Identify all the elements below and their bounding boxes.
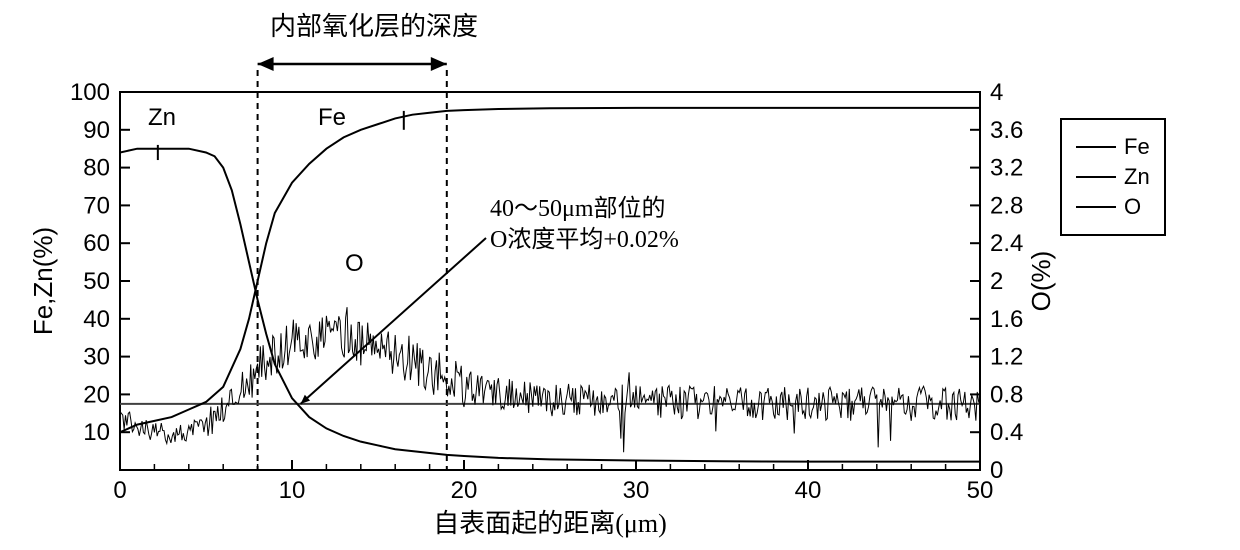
series-label-fe: Fe bbox=[318, 104, 346, 132]
svg-text:40: 40 bbox=[83, 306, 110, 333]
svg-text:自表面起的距离(μm): 自表面起的距离(μm) bbox=[433, 509, 666, 538]
legend-swatch bbox=[1076, 176, 1116, 178]
svg-text:0.8: 0.8 bbox=[990, 381, 1023, 408]
svg-text:0.4: 0.4 bbox=[990, 419, 1023, 446]
svg-text:50: 50 bbox=[83, 268, 110, 295]
svg-text:30: 30 bbox=[623, 477, 650, 504]
svg-text:O(%): O(%) bbox=[1026, 251, 1056, 312]
svg-text:20: 20 bbox=[83, 381, 110, 408]
legend-item-fe: Fe bbox=[1076, 134, 1150, 160]
svg-text:20: 20 bbox=[451, 477, 478, 504]
legend: Fe Zn O bbox=[1060, 118, 1166, 236]
series-label-o: O bbox=[345, 250, 364, 278]
legend-label: O bbox=[1124, 194, 1141, 220]
svg-text:1.2: 1.2 bbox=[990, 344, 1023, 371]
svg-text:0: 0 bbox=[113, 477, 126, 504]
annotation-line2: O浓度平均+0.02% bbox=[490, 225, 679, 256]
legend-item-zn: Zn bbox=[1076, 164, 1150, 190]
svg-text:10: 10 bbox=[279, 477, 306, 504]
svg-text:2.8: 2.8 bbox=[990, 192, 1023, 219]
legend-label: Fe bbox=[1124, 134, 1150, 160]
svg-text:60: 60 bbox=[83, 230, 110, 257]
svg-text:2.4: 2.4 bbox=[990, 230, 1023, 257]
svg-text:30: 30 bbox=[83, 344, 110, 371]
svg-text:10: 10 bbox=[83, 419, 110, 446]
o-concentration-annotation: 40～50μm部位的 O浓度平均+0.02% bbox=[490, 194, 679, 256]
series-label-zn: Zn bbox=[148, 104, 176, 132]
svg-text:1.6: 1.6 bbox=[990, 306, 1023, 333]
svg-text:0: 0 bbox=[990, 457, 1003, 484]
annotation-line1: 40～50μm部位的 bbox=[490, 194, 679, 225]
svg-text:70: 70 bbox=[83, 192, 110, 219]
svg-text:40: 40 bbox=[795, 477, 822, 504]
svg-text:3.2: 3.2 bbox=[990, 155, 1023, 182]
svg-text:3.6: 3.6 bbox=[990, 117, 1023, 144]
legend-item-o: O bbox=[1076, 194, 1150, 220]
svg-text:80: 80 bbox=[83, 155, 110, 182]
chart-container: 内部氧化层的深度 01020304050自表面起的距离(μm)102030405… bbox=[0, 0, 1240, 550]
svg-text:90: 90 bbox=[83, 117, 110, 144]
legend-swatch bbox=[1076, 146, 1116, 148]
legend-swatch bbox=[1076, 206, 1116, 208]
chart-svg: 01020304050自表面起的距离(μm)102030405060708090… bbox=[0, 0, 1240, 550]
svg-text:Fe,Zn(%): Fe,Zn(%) bbox=[28, 227, 58, 335]
svg-text:100: 100 bbox=[70, 79, 110, 106]
legend-label: Zn bbox=[1124, 164, 1150, 190]
svg-text:4: 4 bbox=[990, 79, 1003, 106]
svg-text:2: 2 bbox=[990, 268, 1003, 295]
